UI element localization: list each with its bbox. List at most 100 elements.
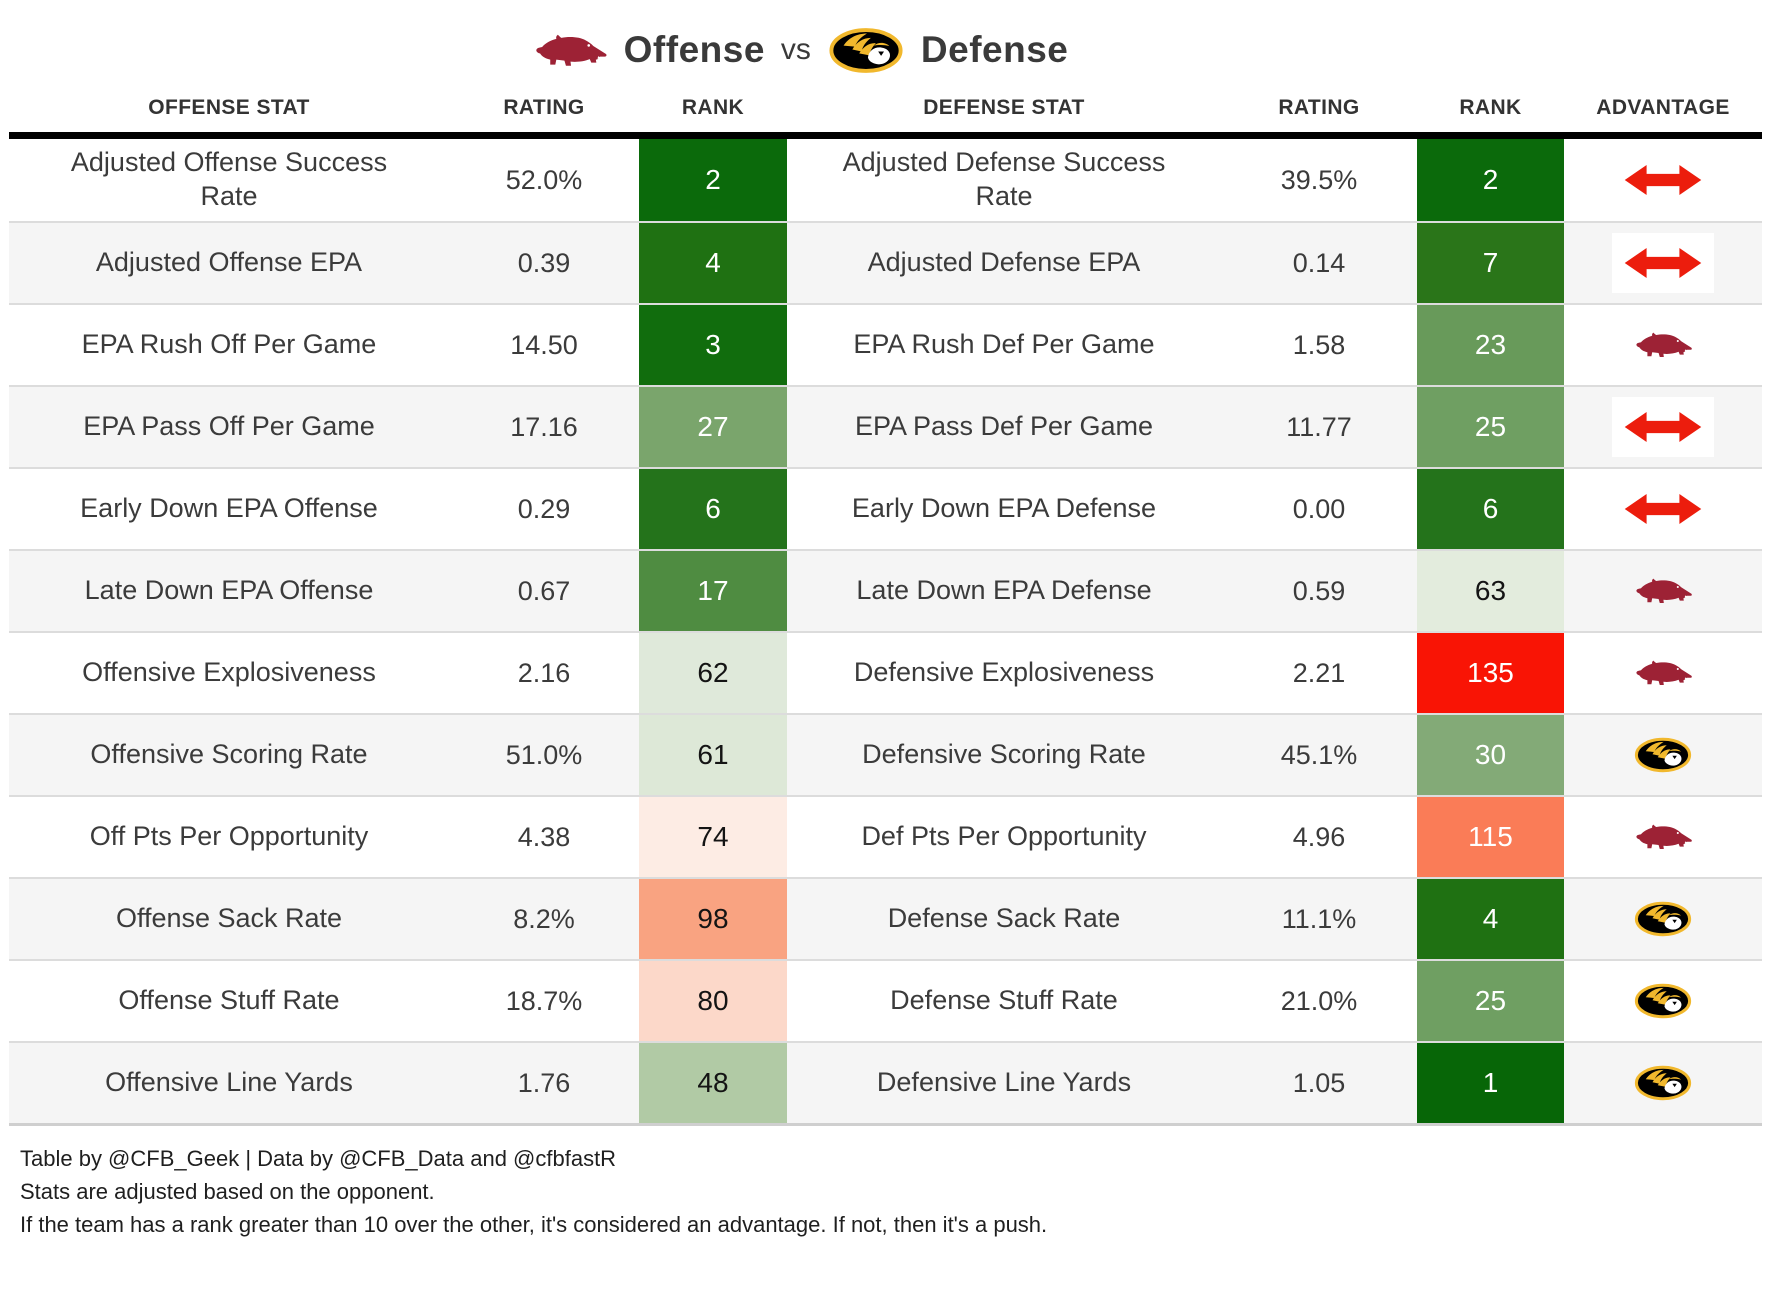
offense-stat: Late Down EPA Offense bbox=[84, 575, 374, 606]
table-row: Offensive Line Yards 1.76 48 Defensive L… bbox=[9, 1041, 1762, 1123]
offense-rating: 8.2% bbox=[513, 903, 575, 934]
defense-rank-cell: 25 bbox=[1417, 387, 1564, 467]
advantage-cell bbox=[1564, 797, 1762, 877]
defense-rank-cell: 25 bbox=[1417, 961, 1564, 1041]
offense-rating: 0.67 bbox=[517, 575, 571, 606]
stats-table: OFFENSE STAT RATING RANK DEFENSE STAT RA… bbox=[9, 92, 1762, 1126]
header-divider bbox=[9, 132, 1762, 139]
defense-stat: Late Down EPA Defense bbox=[856, 575, 1152, 606]
razorback-logo-icon bbox=[535, 34, 607, 66]
table-body: Adjusted Offense Success Rate 52.0% 2 Ad… bbox=[9, 139, 1762, 1123]
offense-rank-cell: 48 bbox=[639, 1043, 787, 1123]
defense-stat: Defense Sack Rate bbox=[887, 903, 1121, 934]
defense-rating: 4.96 bbox=[1292, 821, 1346, 852]
offense-rank-cell: 2 bbox=[639, 139, 787, 221]
offense-stat: Offensive Explosiveness bbox=[82, 657, 376, 688]
header-offense-rating: RATING bbox=[503, 96, 585, 119]
defense-rank-cell: 1 bbox=[1417, 1043, 1564, 1123]
defense-stat: Defense Stuff Rate bbox=[890, 985, 1118, 1016]
razorback-logo-icon bbox=[1633, 820, 1693, 854]
offense-rating: 52.0% bbox=[505, 164, 583, 195]
push-arrow-icon bbox=[1612, 150, 1714, 210]
tiger-logo-icon bbox=[829, 27, 903, 73]
tiger-logo-icon bbox=[1633, 736, 1693, 774]
razorback-logo-icon bbox=[1633, 656, 1693, 690]
footer-note-advantage: If the team has a rank greater than 10 o… bbox=[20, 1212, 1048, 1237]
advantage-cell bbox=[1564, 1043, 1762, 1123]
defense-stat: Def Pts Per Opportunity bbox=[861, 821, 1147, 852]
advantage-cell bbox=[1564, 879, 1762, 959]
tiger-logo-icon bbox=[1633, 1064, 1693, 1102]
offense-rating: 4.38 bbox=[517, 821, 571, 852]
footer-credit: Table by @CFB_Geek | Data by @CFB_Data a… bbox=[20, 1146, 617, 1171]
offense-title: Offense bbox=[623, 29, 765, 70]
offense-rank-cell: 80 bbox=[639, 961, 787, 1041]
table-row: Adjusted Offense Success Rate 52.0% 2 Ad… bbox=[9, 139, 1762, 221]
defense-stat: Defensive Line Yards bbox=[876, 1067, 1132, 1098]
offense-stat: Offense Stuff Rate bbox=[118, 985, 340, 1016]
defense-stat: Adjusted Defense Success Rate bbox=[842, 147, 1166, 211]
offense-rating: 51.0% bbox=[505, 739, 583, 770]
offense-stat: Off Pts Per Opportunity bbox=[89, 821, 369, 852]
table-row: Offensive Explosiveness 2.16 62 Defensiv… bbox=[9, 631, 1762, 713]
defense-rank-cell: 135 bbox=[1417, 633, 1564, 713]
defense-rating: 0.00 bbox=[1292, 493, 1346, 524]
advantage-cell bbox=[1564, 387, 1762, 467]
push-arrow-icon bbox=[1612, 397, 1714, 457]
header-offense-stat: OFFENSE STAT bbox=[148, 96, 310, 119]
offense-stat: Adjusted Offense EPA bbox=[95, 247, 363, 278]
table-row: EPA Rush Off Per Game 14.50 3 EPA Rush D… bbox=[9, 303, 1762, 385]
defense-rating: 2.21 bbox=[1292, 657, 1346, 688]
advantage-cell bbox=[1564, 715, 1762, 795]
advantage-cell bbox=[1564, 139, 1762, 221]
offense-rating: 2.16 bbox=[517, 657, 571, 688]
defense-rating: 39.5% bbox=[1280, 164, 1358, 195]
offense-stat: Adjusted Offense Success Rate bbox=[70, 147, 388, 211]
offense-stat: Offensive Line Yards bbox=[105, 1067, 353, 1098]
defense-rating: 11.1% bbox=[1281, 903, 1357, 934]
offense-rank-cell: 27 bbox=[639, 387, 787, 467]
offense-rating: 1.76 bbox=[517, 1067, 571, 1098]
offense-rating: 0.29 bbox=[517, 493, 571, 524]
advantage-cell bbox=[1564, 551, 1762, 631]
razorback-logo-icon bbox=[1633, 574, 1693, 608]
page-title: Offense vs Defense bbox=[0, 0, 1685, 73]
defense-stat: Defensive Explosiveness bbox=[853, 657, 1155, 688]
table-row: Early Down EPA Offense 0.29 6 Early Down… bbox=[9, 467, 1762, 549]
table-row: Offensive Scoring Rate 51.0% 61 Defensiv… bbox=[9, 713, 1762, 795]
push-arrow-icon bbox=[1612, 233, 1714, 293]
table-row: EPA Pass Off Per Game 17.16 27 EPA Pass … bbox=[9, 385, 1762, 467]
defense-rating: 1.05 bbox=[1292, 1067, 1346, 1098]
table-header-row: OFFENSE STAT RATING RANK DEFENSE STAT RA… bbox=[9, 92, 1762, 132]
advantage-cell bbox=[1564, 633, 1762, 713]
offense-rank-cell: 6 bbox=[639, 469, 787, 549]
defense-rank-cell: 63 bbox=[1417, 551, 1564, 631]
table-bottom-divider bbox=[9, 1123, 1762, 1126]
defense-rating: 11.77 bbox=[1286, 411, 1352, 442]
footer-note-adjusted: Stats are adjusted based on the opponent… bbox=[20, 1179, 435, 1204]
defense-rank-cell: 6 bbox=[1417, 469, 1564, 549]
defense-rating: 0.59 bbox=[1292, 575, 1346, 606]
offense-stat: Offense Sack Rate bbox=[115, 903, 343, 934]
defense-stat: Defensive Scoring Rate bbox=[862, 739, 1146, 770]
table-row: Late Down EPA Offense 0.67 17 Late Down … bbox=[9, 549, 1762, 631]
offense-rating: 17.16 bbox=[510, 411, 578, 442]
table-row: Adjusted Offense EPA 0.39 4 Adjusted Def… bbox=[9, 221, 1762, 303]
offense-rank-cell: 62 bbox=[639, 633, 787, 713]
offense-rank-cell: 74 bbox=[639, 797, 787, 877]
offense-rating: 18.7% bbox=[505, 985, 583, 1016]
defense-rank-cell: 2 bbox=[1417, 139, 1564, 221]
advantage-cell bbox=[1564, 469, 1762, 549]
offense-rank-cell: 3 bbox=[639, 305, 787, 385]
footer-notes: Table by @CFB_Geek | Data by @CFB_Data a… bbox=[20, 1142, 1770, 1241]
header-advantage: ADVANTAGE bbox=[1596, 96, 1730, 119]
defense-rating: 21.0% bbox=[1280, 985, 1358, 1016]
offense-rank-cell: 98 bbox=[639, 879, 787, 959]
table-row: Offense Stuff Rate 18.7% 80 Defense Stuf… bbox=[9, 959, 1762, 1041]
defense-stat: EPA Pass Def Per Game bbox=[854, 411, 1154, 442]
defense-rank-cell: 30 bbox=[1417, 715, 1564, 795]
header-offense-rank: RANK bbox=[681, 96, 745, 119]
defense-rating: 0.14 bbox=[1292, 247, 1346, 278]
offense-rank-cell: 4 bbox=[639, 223, 787, 303]
defense-rating: 45.1% bbox=[1280, 739, 1358, 770]
